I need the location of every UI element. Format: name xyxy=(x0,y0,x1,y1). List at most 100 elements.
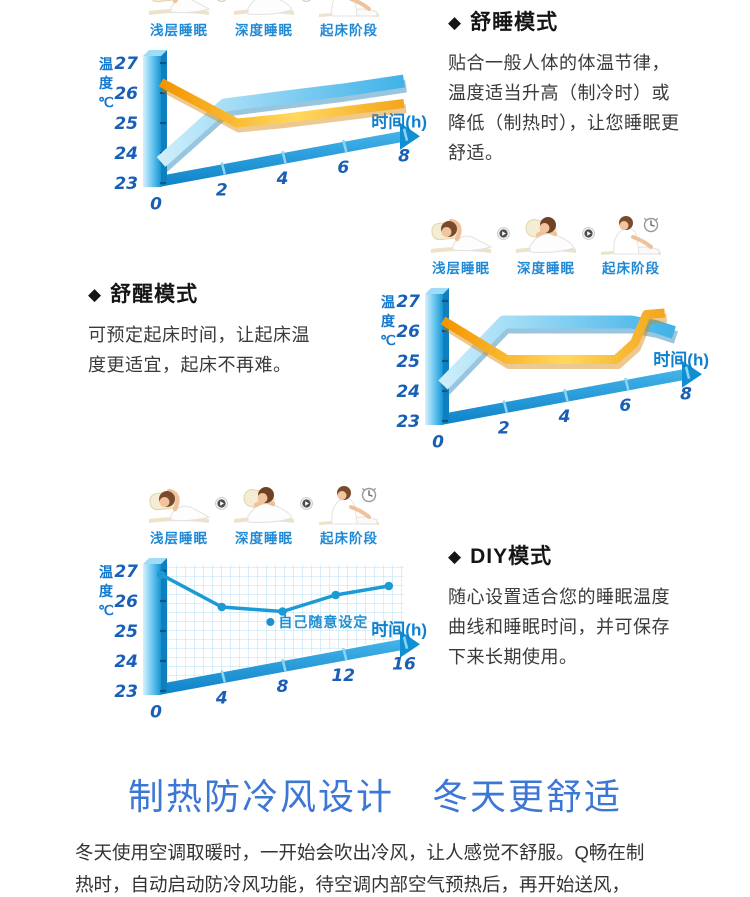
text-line: 可预定起床时间，让起床温 xyxy=(88,325,310,345)
deep-sleep-icon xyxy=(234,487,294,523)
svg-text:23: 23 xyxy=(114,682,138,702)
stage-label: 起床阶段 xyxy=(320,531,378,546)
svg-text:自己随意设定: 自己随意设定 xyxy=(278,614,368,630)
sleep-stages-row: 浅层睡眠 深度睡眠 起床阶段 xyxy=(146,482,434,547)
text-line: 温度适当升高（制冷时）或 xyxy=(448,83,670,103)
stage-deep-sleep: 深度睡眠 xyxy=(513,212,579,277)
svg-text:℃: ℃ xyxy=(98,602,114,618)
svg-text:0: 0 xyxy=(150,703,162,723)
next-arrow-icon xyxy=(301,0,312,2)
light-sleep-icon xyxy=(149,488,211,523)
svg-text:26: 26 xyxy=(114,84,138,104)
svg-text:0: 0 xyxy=(150,195,162,215)
diy-mode-temperature-chart: 0 4 8 12 16 时间(h) 27 26 25 24 23 温度 ℃ 自己随意设定 xyxy=(98,558,427,723)
wake-up-icon xyxy=(319,0,379,17)
svg-text:24: 24 xyxy=(396,382,420,402)
stage-label: 浅层睡眠 xyxy=(150,23,208,38)
svg-text:时间(h): 时间(h) xyxy=(371,112,427,132)
svg-text:温: 温 xyxy=(99,564,113,580)
next-arrow-icon xyxy=(216,0,227,2)
svg-text:度: 度 xyxy=(99,75,114,91)
svg-text:24: 24 xyxy=(114,652,138,672)
stage-label: 深度睡眠 xyxy=(517,261,575,276)
svg-text:27: 27 xyxy=(114,562,138,582)
light-sleep-icon xyxy=(149,0,211,15)
next-arrow-icon xyxy=(582,227,595,240)
svg-text:25: 25 xyxy=(114,114,138,134)
wake-up-icon xyxy=(601,216,661,255)
svg-text:温: 温 xyxy=(99,56,113,72)
stage-wake-up: 起床阶段 xyxy=(316,0,382,39)
diy-mode-description: 随心设置适合您的睡眠温度 曲线和睡眠时间，并可保存 下来长期使用。 xyxy=(448,582,744,672)
text-line: 舒适。 xyxy=(448,143,504,163)
sleep-stages-row: 浅层睡眠 深度睡眠 起床阶段 xyxy=(146,0,434,39)
svg-text:23: 23 xyxy=(114,174,138,194)
svg-text:0: 0 xyxy=(432,433,444,453)
svg-text:27: 27 xyxy=(114,54,138,74)
diy-mode-text: ◆ DIY模式 随心设置适合您的睡眠温度 曲线和睡眠时间，并可保存 下来长期使用。 xyxy=(448,540,744,672)
light-sleep-icon xyxy=(431,218,493,253)
diamond-bullet-icon: ◆ xyxy=(448,13,463,32)
anti-cold-wind-section: 制热防冷风设计 冬天更舒适 冬天使用空调取暖时，一开始会吹出冷风，让人感觉不舒服… xyxy=(0,768,750,897)
stage-light-sleep: 浅层睡眠 xyxy=(428,212,494,277)
stage-deep-sleep: 深度睡眠 xyxy=(231,482,297,547)
diamond-bullet-icon: ◆ xyxy=(448,547,463,566)
stage-wake-up: 起床阶段 xyxy=(598,212,664,277)
svg-text:4: 4 xyxy=(276,169,289,189)
text-line: 下来长期使用。 xyxy=(448,647,578,667)
stage-deep-sleep: 深度睡眠 xyxy=(231,0,297,39)
svg-text:时间(h): 时间(h) xyxy=(653,350,709,370)
svg-text:27: 27 xyxy=(396,292,420,312)
sleep-mode-text: ◆ 舒睡模式 贴合一般人体的体温节律， 温度适当升高（制冷时）或 降低（制热时），让您… xyxy=(448,6,744,168)
text-line: 随心设置适合您的睡眠温度 xyxy=(448,587,670,607)
svg-text:4: 4 xyxy=(558,407,571,427)
text-line: 热时，自动启动防冷风功能，待空调内部空气预热后，再开始送风， xyxy=(75,874,631,895)
sleep-mode-description: 贴合一般人体的体温节律， 温度适当升高（制冷时）或 降低（制热时），让您睡眠更 舒适。 xyxy=(448,48,744,168)
svg-text:度: 度 xyxy=(99,583,114,599)
text-line: 度更适宜，起床不再难。 xyxy=(88,355,292,375)
diy-mode-title: ◆ DIY模式 xyxy=(448,545,553,568)
next-arrow-icon xyxy=(497,227,510,240)
next-arrow-icon xyxy=(215,497,228,510)
section-paragraph: 冬天使用空调取暖时，一开始会吹出冷风，让人感觉不舒服。Q畅在制 热时，自动启动防冷… xyxy=(75,837,675,897)
svg-text:4: 4 xyxy=(215,688,228,708)
text-line: 降低（制热时），让您睡眠更 xyxy=(448,113,680,133)
svg-text:26: 26 xyxy=(114,592,138,612)
diamond-bullet-icon: ◆ xyxy=(88,285,103,304)
svg-text:24: 24 xyxy=(114,144,138,164)
stage-label: 浅层睡眠 xyxy=(150,531,208,546)
svg-text:8: 8 xyxy=(398,147,410,167)
deep-sleep-icon xyxy=(516,217,576,253)
svg-text:16: 16 xyxy=(392,655,416,675)
stage-label: 起床阶段 xyxy=(602,261,660,276)
diy-mode-chart-block: 浅层睡眠 深度睡眠 起床阶段 0 4 8 12 16 时间(h) 27 26 25 24 23 温度 ℃… xyxy=(86,482,434,743)
wake-mode-title: ◆ 舒醒模式 xyxy=(88,283,199,306)
svg-text:度: 度 xyxy=(381,313,396,329)
svg-text:23: 23 xyxy=(396,412,420,432)
wake-mode-chart-block: 浅层睡眠 深度睡眠 起床阶段 0 2 4 6 8 时间(h) 27 26 25 24 23 温度 ℃ xyxy=(368,212,716,473)
next-arrow-icon xyxy=(300,497,313,510)
wake-mode-description: 可预定起床时间，让起床温 度更适宜，起床不再难。 xyxy=(88,320,388,380)
svg-text:26: 26 xyxy=(396,322,420,342)
wake-up-icon xyxy=(319,486,379,525)
section-heading: 制热防冷风设计 冬天更舒适 xyxy=(127,776,622,817)
stage-label: 起床阶段 xyxy=(320,23,378,38)
svg-text:℃: ℃ xyxy=(98,94,114,110)
svg-text:8: 8 xyxy=(277,677,289,697)
stage-light-sleep: 浅层睡眠 xyxy=(146,482,212,547)
svg-text:2: 2 xyxy=(216,180,228,200)
text-line: 冬天使用空调取暖时，一开始会吹出冷风，让人感觉不舒服。Q畅在制 xyxy=(75,842,645,863)
sleep-mode-title: ◆ 舒睡模式 xyxy=(448,11,559,34)
svg-text:25: 25 xyxy=(396,352,420,372)
svg-text:时间(h): 时间(h) xyxy=(371,620,427,640)
svg-text:℃: ℃ xyxy=(380,332,396,348)
sleep-stages-row: 浅层睡眠 深度睡眠 起床阶段 xyxy=(428,212,716,277)
svg-text:温: 温 xyxy=(381,294,395,310)
svg-text:6: 6 xyxy=(619,396,631,416)
stage-label: 浅层睡眠 xyxy=(432,261,490,276)
stage-wake-up: 起床阶段 xyxy=(316,482,382,547)
svg-text:2: 2 xyxy=(498,418,510,438)
